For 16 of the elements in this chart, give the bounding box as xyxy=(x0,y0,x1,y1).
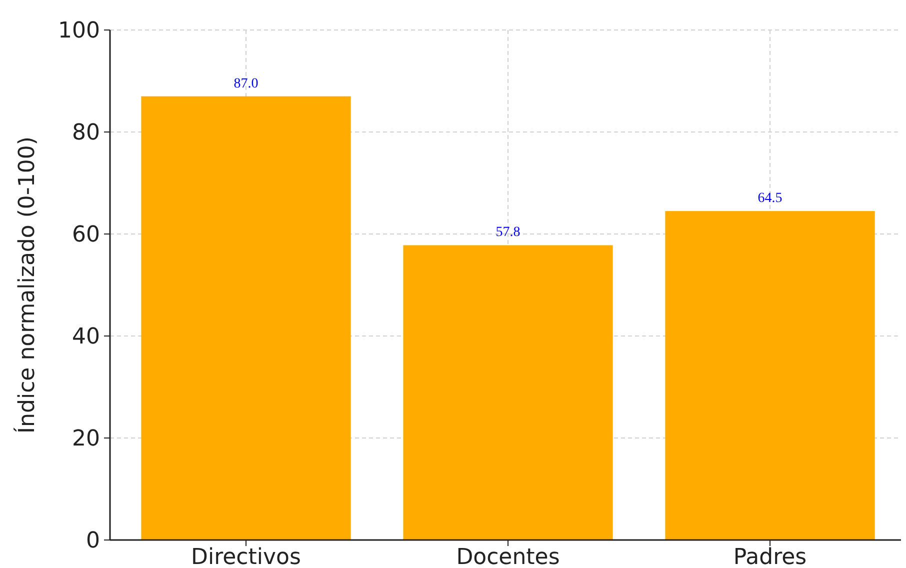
y-tick-label: 80 xyxy=(72,120,100,146)
data-label: 64.5 xyxy=(758,191,782,206)
x-tick-label: Docentes xyxy=(456,545,560,568)
bar xyxy=(141,96,351,540)
x-tick-label: Padres xyxy=(733,545,807,568)
x-tick-label: Directivos xyxy=(191,545,301,568)
y-tick-label: 60 xyxy=(72,222,100,248)
bar xyxy=(665,211,875,540)
y-tick-label: 100 xyxy=(58,18,100,44)
y-tick-label: 20 xyxy=(72,426,100,452)
y-tick-label: 40 xyxy=(72,324,100,350)
y-axis-title: Índice normalizado (0-100) xyxy=(13,136,40,434)
data-label: 87.0 xyxy=(234,76,258,92)
bar xyxy=(403,245,613,540)
data-label: 57.8 xyxy=(496,225,520,240)
y-tick-label: 0 xyxy=(86,528,100,554)
